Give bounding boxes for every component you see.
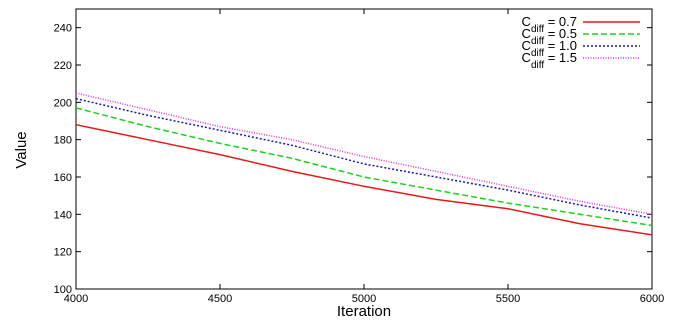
y-tick-label: 160: [54, 172, 72, 184]
legend-label: Cdiff = 1.5: [522, 50, 577, 71]
y-tick-label: 100: [54, 284, 72, 296]
series-line-3: [75, 92, 653, 216]
y-axis-label: Value: [13, 131, 30, 168]
x-tick-label: 6000: [640, 293, 664, 305]
y-tick-label: 140: [54, 209, 72, 221]
series-line-1: [75, 107, 653, 227]
y-tick-label: 180: [54, 135, 72, 147]
x-tick-label: 5000: [352, 293, 376, 305]
series-line-2: [75, 97, 653, 219]
y-tick-label: 120: [54, 247, 72, 259]
series-lines: [75, 92, 653, 236]
y-tick-label: 200: [54, 97, 72, 109]
legend-label: Cdiff = 0.5: [522, 26, 577, 47]
series-line-0: [75, 123, 653, 236]
y-tick-label: 240: [54, 23, 72, 35]
legend-label: Cdiff = 1.0: [522, 38, 577, 59]
y-axis-ticks: 100 120 140 160 180 200 220 240: [54, 23, 652, 296]
x-tick-label: 4000: [64, 293, 88, 305]
y-tick-label: 220: [54, 60, 72, 72]
x-tick-label: 5500: [496, 293, 520, 305]
x-axis-ticks: 4000 4500 5000 5500 6000: [64, 9, 664, 305]
x-tick-label: 4500: [208, 293, 232, 305]
legend-label: Cdiff = 0.7: [522, 14, 577, 35]
x-axis-label: Iteration: [337, 303, 391, 320]
